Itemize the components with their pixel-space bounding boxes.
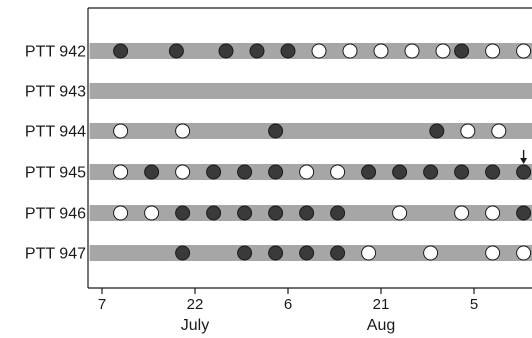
filled-point <box>249 43 265 59</box>
series-row <box>89 245 532 261</box>
row-label: PTT 947 <box>25 246 86 263</box>
open-point <box>485 205 501 221</box>
filled-point <box>175 245 191 261</box>
filled-point <box>516 164 532 180</box>
filled-point <box>454 164 470 180</box>
open-point <box>113 123 129 139</box>
filled-point <box>299 245 315 261</box>
filled-point <box>218 43 234 59</box>
open-point <box>423 245 439 261</box>
band <box>89 43 532 59</box>
filled-point <box>280 43 296 59</box>
open-point <box>175 123 191 139</box>
series-row <box>89 43 532 59</box>
series-row <box>89 150 532 180</box>
filled-point <box>113 43 129 59</box>
open-point <box>392 205 408 221</box>
month-label: Aug <box>367 317 395 334</box>
open-point <box>311 43 327 59</box>
filled-point <box>237 245 253 261</box>
open-point <box>491 123 507 139</box>
band <box>89 123 532 139</box>
row-label: PTT 946 <box>25 206 86 223</box>
x-tick-label: 5 <box>470 296 478 313</box>
filled-point <box>175 205 191 221</box>
open-point <box>485 43 501 59</box>
open-point <box>299 164 315 180</box>
open-point <box>361 245 377 261</box>
row-label: PTT 943 <box>25 84 86 101</box>
open-point <box>454 205 470 221</box>
series-row <box>89 205 532 221</box>
filled-point <box>206 205 222 221</box>
filled-point <box>268 123 284 139</box>
row-label: PTT 944 <box>25 124 86 141</box>
filled-point <box>268 164 284 180</box>
filled-point <box>144 164 160 180</box>
filled-point <box>485 164 501 180</box>
filled-point <box>206 164 222 180</box>
open-point <box>113 205 129 221</box>
open-point <box>175 164 191 180</box>
open-point <box>144 205 160 221</box>
open-point <box>516 43 532 59</box>
filled-point <box>516 205 532 221</box>
x-tick-label: 22 <box>187 296 204 313</box>
filled-point <box>237 164 253 180</box>
open-point <box>485 245 501 261</box>
band <box>89 83 532 99</box>
filled-point <box>268 245 284 261</box>
series-row <box>89 123 532 139</box>
open-point <box>516 245 532 261</box>
filled-point <box>429 123 445 139</box>
filled-point <box>268 205 284 221</box>
filled-point <box>392 164 408 180</box>
filled-point <box>454 43 470 59</box>
x-tick-label: 6 <box>284 296 292 313</box>
filled-point <box>299 205 315 221</box>
plot-area <box>89 43 532 261</box>
filled-point <box>423 164 439 180</box>
filled-point <box>330 205 346 221</box>
open-point <box>435 43 451 59</box>
filled-point <box>168 43 184 59</box>
month-label: July <box>181 317 209 334</box>
filled-point <box>361 164 377 180</box>
x-tick-label: 7 <box>98 296 106 313</box>
open-point <box>113 164 129 180</box>
x-tick-label: 21 <box>373 296 390 313</box>
row-label: PTT 942 <box>25 44 86 61</box>
filled-point <box>237 205 253 221</box>
arrow-dark-head <box>520 158 528 164</box>
open-point <box>373 43 389 59</box>
open-point <box>342 43 358 59</box>
row-label: PTT 945 <box>25 165 86 182</box>
open-point <box>460 123 476 139</box>
open-point <box>404 43 420 59</box>
series-row <box>89 83 532 99</box>
open-point <box>330 164 346 180</box>
filled-point <box>330 245 346 261</box>
